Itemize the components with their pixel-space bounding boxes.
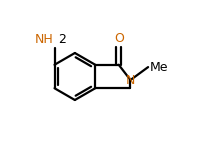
Text: N: N	[126, 74, 135, 87]
Text: Me: Me	[150, 61, 168, 74]
Text: 2: 2	[58, 34, 66, 47]
Text: NH: NH	[35, 34, 54, 47]
Text: O: O	[114, 32, 124, 45]
